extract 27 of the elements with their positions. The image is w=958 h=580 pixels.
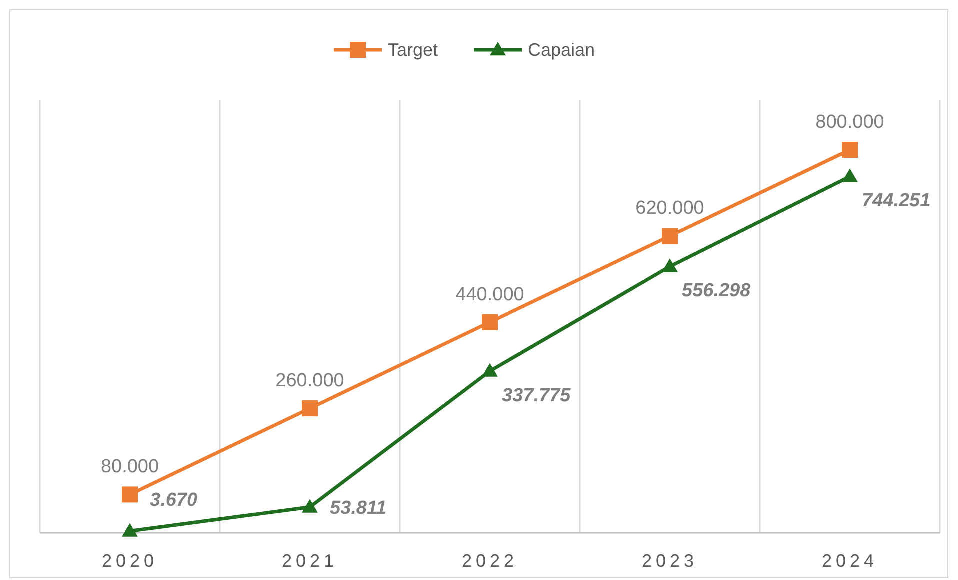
point: [122, 486, 138, 503]
point: [842, 168, 858, 182]
data-label: 3.670: [150, 490, 198, 512]
data-label: 440.000: [456, 284, 524, 306]
legend-label: Capaian: [528, 40, 596, 60]
x-tick-label: 2021: [282, 551, 338, 571]
point: [482, 314, 498, 330]
data-label: 260.000: [276, 370, 344, 392]
x-tick-label: 2024: [822, 551, 878, 571]
data-label: 53.811: [330, 498, 387, 520]
data-label: 556.298: [682, 280, 752, 302]
data-label: 744.251: [862, 190, 931, 212]
legend-label: Target: [388, 40, 438, 60]
x-tick-label: 2022: [462, 551, 518, 571]
point: [662, 228, 678, 244]
data-label: 80.000: [100, 456, 160, 478]
point: [482, 363, 498, 377]
x-tick-label: 2020: [102, 551, 158, 571]
point: [302, 400, 318, 417]
data-label: 337.775: [502, 385, 572, 406]
point: [662, 258, 678, 272]
data-label: 620.000: [636, 198, 704, 220]
point: [122, 523, 138, 537]
point: [842, 142, 858, 158]
x-tick-label: 2023: [642, 551, 698, 571]
point: [302, 499, 318, 513]
data-label: 800.000: [816, 112, 884, 133]
